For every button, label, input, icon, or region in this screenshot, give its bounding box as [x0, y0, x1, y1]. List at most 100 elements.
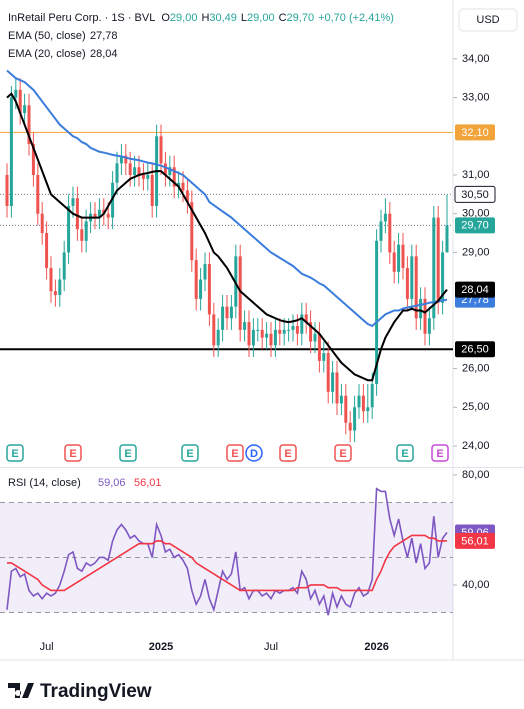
logo-text: TradingView [40, 681, 152, 702]
candle-body [370, 384, 374, 408]
event-label: E [11, 448, 18, 460]
x-tick-label: 2026 [364, 641, 388, 653]
candle-body [397, 244, 401, 272]
rsi-legend-value: 59,06 [98, 477, 126, 489]
candle-body [40, 213, 44, 234]
header-part: +0,70 (+2,41%) [318, 12, 394, 24]
candle-body [5, 175, 9, 206]
candle-body [313, 333, 317, 342]
candle-body [137, 167, 141, 176]
event-marker [431, 444, 449, 462]
event-marker [226, 444, 244, 462]
y-tick-label: 25,00 [462, 401, 490, 413]
rsi-legend-value: 56,01 [134, 477, 162, 489]
symbol-header: InRetail Peru Corp. · 1S · BVL O29,00 H30,… [8, 12, 394, 24]
candle-body [84, 221, 88, 241]
price-label-bg [455, 124, 495, 141]
price-label-bg [454, 185, 496, 203]
candle-body [97, 209, 101, 218]
event-label: E [284, 448, 291, 460]
candle-body [282, 329, 286, 334]
header-part: H [201, 12, 209, 24]
header-part: InRetail Peru Corp. · 1S · BVL [8, 12, 155, 24]
candle-body [212, 314, 216, 346]
x-tick-label: Jul [40, 641, 54, 653]
candle-body [260, 329, 264, 338]
candle-body [269, 333, 273, 346]
candle-body [392, 252, 396, 272]
event-label: E [231, 448, 238, 460]
candle-body [366, 407, 370, 412]
candle-body [190, 202, 194, 261]
candle-body [379, 221, 383, 241]
header-part: 30,49 [209, 12, 237, 24]
rsi-line [7, 534, 448, 592]
ema-label: 28,04 [461, 284, 489, 296]
candle-body [177, 182, 181, 187]
candle-body [119, 155, 123, 164]
y-tick-label: 24,00 [462, 440, 490, 452]
tradingview-logo: TradingView [8, 681, 152, 702]
rsi-label: 56,01 [461, 535, 489, 547]
candle-body [194, 260, 198, 299]
y-tick-label: 40,00 [462, 579, 490, 591]
header-part: 29,00 [247, 12, 275, 24]
candle-body [445, 225, 449, 253]
candle-body [58, 279, 62, 296]
candle-body [304, 314, 308, 323]
candle-body [36, 175, 40, 214]
candle-body [251, 329, 255, 346]
candle-body [71, 198, 75, 206]
candle-body [150, 175, 154, 206]
candle-body [247, 322, 251, 346]
candle-body [335, 372, 339, 404]
header-part: L [241, 12, 247, 24]
candle-body [375, 240, 379, 385]
event-marker [64, 444, 82, 462]
candle-body [185, 190, 189, 203]
event-marker [245, 444, 263, 462]
x-tick-label: Jul [264, 641, 278, 653]
candle-body [124, 155, 128, 164]
candle-body [172, 167, 176, 187]
candle-body [159, 136, 163, 164]
candle-body [383, 213, 387, 222]
candle-body [216, 329, 220, 346]
event-label: E [186, 448, 193, 460]
candle-body [14, 89, 18, 98]
candle-body [106, 213, 110, 218]
event-marker [279, 444, 297, 462]
candle-body [45, 233, 49, 268]
candle-body [199, 279, 203, 299]
overlay: 32,10 30,50 29,70 26,50 27,78 EMA (50, close)… [8, 12, 496, 549]
candle-body [410, 256, 414, 299]
y-tick-label: 80,00 [462, 469, 490, 481]
ema-line [6, 92, 448, 382]
currency: USD [476, 14, 499, 26]
candle-body [309, 322, 313, 342]
candle-body [256, 329, 260, 331]
candle-body [401, 244, 405, 268]
candle-body [300, 314, 304, 334]
legend-name: EMA (50, close) [8, 30, 86, 42]
event-marker [396, 444, 414, 462]
event-label: E [339, 448, 346, 460]
candle-body [229, 306, 233, 319]
ema-line [6, 69, 448, 328]
y-tick-label: 33,00 [462, 91, 490, 103]
candle-body [265, 333, 269, 338]
candle-body [436, 217, 440, 303]
candle-body [344, 395, 348, 423]
candle-body [128, 163, 132, 176]
legend-value: 27,78 [90, 30, 118, 42]
price-label: 30,50 [461, 189, 489, 201]
candle-body [357, 395, 361, 408]
candle-body [287, 329, 291, 331]
header-part: C [279, 12, 287, 24]
event-label: E [69, 448, 76, 460]
ema-label-bg [455, 281, 495, 298]
header-part: 29,00 [170, 12, 198, 24]
plot: 24,00 25,00 26,00 29,00 30,00 31,00 33,00 34,00… [0, 8, 518, 653]
candle-body [133, 167, 137, 176]
